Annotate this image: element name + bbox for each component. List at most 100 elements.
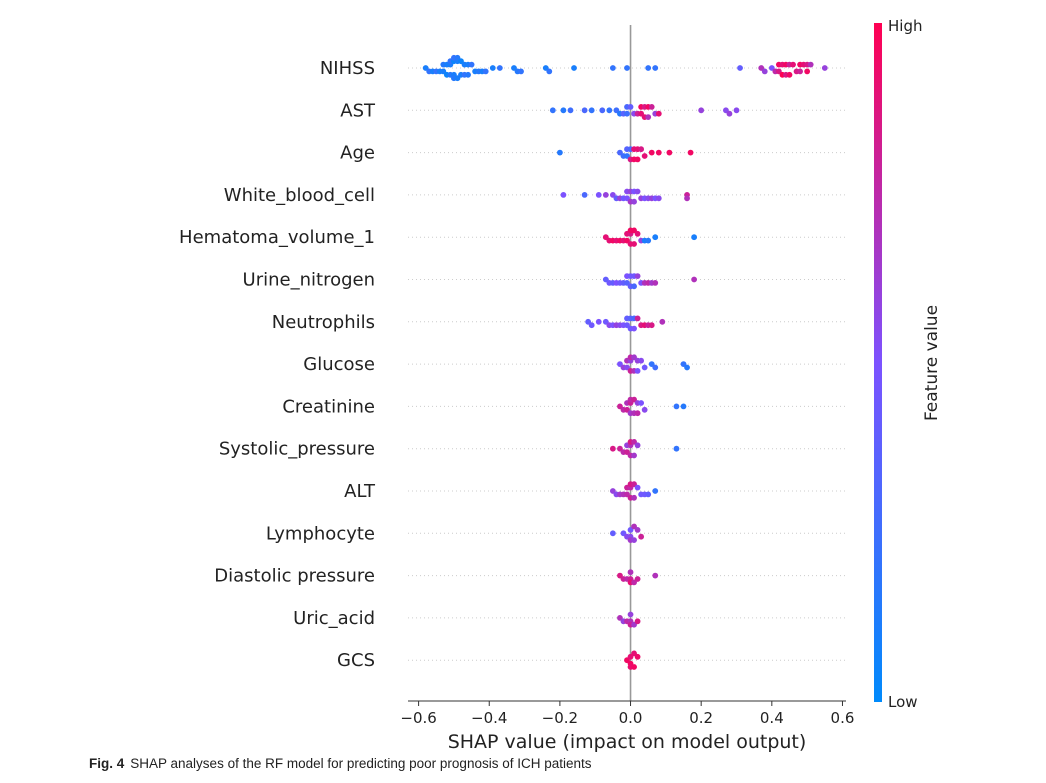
shap-point — [638, 357, 645, 364]
shap-point — [804, 68, 811, 75]
shap-point — [634, 484, 641, 491]
shap-point — [641, 406, 648, 413]
shap-point — [659, 318, 666, 325]
shap-point — [489, 65, 496, 71]
shap-point — [634, 368, 641, 374]
shap-point — [655, 149, 662, 156]
shap-point — [549, 107, 556, 114]
feature-label: Creatinine — [282, 396, 375, 417]
shap-point — [465, 71, 471, 78]
shap-point — [627, 104, 634, 110]
shap-point — [634, 230, 641, 237]
shap-point — [627, 569, 634, 576]
shap-point — [631, 241, 637, 247]
feature-label: Neutrophils — [272, 312, 375, 333]
shap-point — [726, 110, 733, 117]
shap-point — [595, 318, 602, 325]
shap-point — [655, 195, 662, 202]
feature-label: Hematoma_volume_1 — [179, 227, 375, 248]
shap-point — [684, 364, 690, 371]
feature-label: White_blood_cell — [224, 185, 375, 206]
shap-point — [648, 104, 655, 110]
shap-point — [560, 107, 567, 114]
shap-point — [821, 65, 828, 71]
feature-label: Diastolic pressure — [214, 566, 375, 587]
shap-point — [631, 537, 637, 543]
shap-point — [648, 322, 655, 329]
feature-label: AST — [340, 100, 376, 121]
shap-point — [638, 533, 645, 540]
shap-point — [634, 442, 641, 449]
figure-caption: Fig. 4 SHAP analyses of the RF model for … — [89, 756, 592, 771]
shap-point — [634, 576, 641, 582]
shap-point — [588, 107, 595, 114]
shap-point — [652, 65, 659, 71]
feature-label: Age — [340, 143, 375, 164]
shap-point — [634, 653, 641, 660]
shap-point — [581, 192, 588, 198]
shap-point — [641, 364, 648, 371]
shap-point — [786, 71, 793, 78]
figure-caption-text: SHAP analyses of the RF model for predic… — [130, 756, 592, 771]
colorbar-low-label: Low — [888, 693, 918, 711]
feature-label: Glucose — [303, 354, 375, 375]
shap-point — [687, 149, 694, 156]
feature-label: Lymphocyte — [266, 523, 375, 544]
shap-point — [673, 445, 680, 452]
shap-point — [645, 65, 652, 71]
shap-point — [546, 68, 553, 75]
shap-point — [737, 65, 743, 71]
x-axis: SHAP value (impact on model output) −0.6… — [400, 700, 855, 753]
shap-point — [807, 61, 814, 68]
x-tick-label: 0.0 — [619, 709, 643, 727]
shap-point — [645, 491, 652, 498]
shap-point — [606, 107, 613, 114]
shap-point — [761, 68, 768, 75]
shap-point — [631, 325, 637, 332]
shap-point — [645, 114, 652, 120]
row-guides — [408, 67, 846, 661]
shap-point — [602, 192, 609, 198]
shap-point — [631, 283, 637, 290]
shap-point — [624, 110, 630, 117]
shap-point — [680, 403, 687, 410]
shap-point — [631, 198, 637, 205]
shap-point — [797, 68, 803, 75]
shap-point — [733, 107, 740, 114]
shap-point — [609, 445, 616, 452]
shap-point — [496, 65, 503, 71]
shap-point — [571, 65, 577, 71]
shap-point — [673, 403, 680, 410]
shap-point — [631, 452, 637, 459]
shap-point — [567, 107, 574, 114]
shap-point — [652, 572, 659, 579]
x-tick-label: 0.6 — [831, 709, 855, 727]
shap-point — [691, 234, 698, 241]
colorbar: High Low Feature value — [874, 17, 942, 711]
feature-label: NIHSS — [320, 58, 375, 79]
shap-point — [599, 107, 606, 114]
feature-labels: NIHSS AST Age White_blood_cell Hematoma_volu… — [179, 58, 376, 671]
shap-point — [666, 149, 673, 156]
shap-point — [645, 237, 652, 244]
x-tick-label: −0.2 — [542, 709, 578, 727]
shap-point — [634, 188, 641, 195]
shap-point — [634, 273, 641, 279]
shap-point — [634, 618, 641, 625]
shap-point — [684, 195, 690, 202]
shap-point — [648, 149, 655, 156]
shap-dots — [422, 54, 828, 670]
shap-point — [468, 61, 475, 68]
feature-label: Systolic_pressure — [219, 439, 375, 460]
shap-point — [691, 276, 698, 283]
colorbar-title: Feature value — [922, 305, 942, 421]
x-tick-label: −0.4 — [471, 709, 507, 727]
shap-point — [698, 107, 705, 114]
x-tick-label: 0.4 — [760, 709, 784, 727]
shap-point — [482, 68, 489, 75]
shap-point — [652, 234, 659, 241]
shap-point — [560, 192, 567, 198]
shap-point — [790, 61, 796, 68]
figure-caption-label: Fig. 4 — [89, 756, 125, 771]
